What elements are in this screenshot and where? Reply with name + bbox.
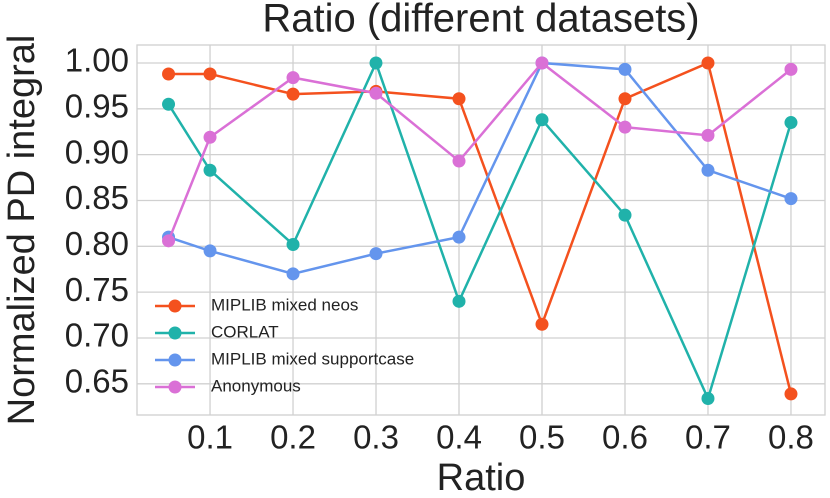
y-tick-label: 0.70 xyxy=(65,317,129,354)
data-point xyxy=(203,130,217,144)
data-point xyxy=(535,317,549,331)
x-tick-label: 0.8 xyxy=(768,419,814,456)
data-point xyxy=(784,387,798,401)
data-point xyxy=(618,62,632,76)
x-tick-label: 0.3 xyxy=(353,419,399,456)
data-point xyxy=(452,92,466,106)
y-axis-label: Normalized PD integral xyxy=(1,35,43,426)
x-tick-label: 0.6 xyxy=(602,419,648,456)
legend-marker xyxy=(168,380,182,394)
x-tick-label: 0.5 xyxy=(519,419,565,456)
data-point xyxy=(286,237,300,251)
data-point xyxy=(701,56,715,70)
data-point xyxy=(784,62,798,76)
data-point xyxy=(701,391,715,405)
data-point xyxy=(286,87,300,101)
data-point xyxy=(618,92,632,106)
y-tick-label: 0.85 xyxy=(65,179,129,216)
data-point xyxy=(618,208,632,222)
x-tick-label: 0.7 xyxy=(685,419,731,456)
data-point xyxy=(286,267,300,281)
legend-label: Anonymous xyxy=(211,376,301,395)
legend-marker xyxy=(168,299,182,313)
y-tick-label: 0.95 xyxy=(65,88,129,125)
data-point xyxy=(701,128,715,142)
legend-marker xyxy=(168,353,182,367)
data-point xyxy=(452,154,466,168)
data-point xyxy=(369,86,383,100)
x-tick-label: 0.2 xyxy=(270,419,316,456)
data-point xyxy=(369,247,383,261)
x-axis-label: Ratio xyxy=(437,457,526,498)
legend-marker xyxy=(168,326,182,340)
y-tick-label: 0.80 xyxy=(65,225,129,262)
y-tick-label: 1.00 xyxy=(65,42,129,79)
legend-label: MIPLIB mixed supportcase xyxy=(211,349,414,368)
data-point xyxy=(203,244,217,258)
data-point xyxy=(203,163,217,177)
data-point xyxy=(701,163,715,177)
x-tick-label: 0.1 xyxy=(187,419,233,456)
data-point xyxy=(535,56,549,70)
data-point xyxy=(162,67,176,81)
y-tick-label: 0.65 xyxy=(65,363,129,400)
data-point xyxy=(618,120,632,134)
data-point xyxy=(535,113,549,127)
data-point xyxy=(784,116,798,130)
data-point xyxy=(452,294,466,308)
data-point xyxy=(162,234,176,248)
data-point xyxy=(162,97,176,111)
data-point xyxy=(784,192,798,206)
data-point xyxy=(452,230,466,244)
data-point xyxy=(369,56,383,70)
legend-label: MIPLIB mixed neos xyxy=(211,295,358,314)
legend-label: CORLAT xyxy=(211,322,279,341)
chart-title: Ratio (different datasets) xyxy=(262,0,699,41)
data-point xyxy=(203,67,217,81)
data-point xyxy=(286,71,300,85)
y-tick-label: 0.75 xyxy=(65,271,129,308)
y-tick-label: 0.90 xyxy=(65,133,129,170)
x-tick-label: 0.4 xyxy=(436,419,482,456)
